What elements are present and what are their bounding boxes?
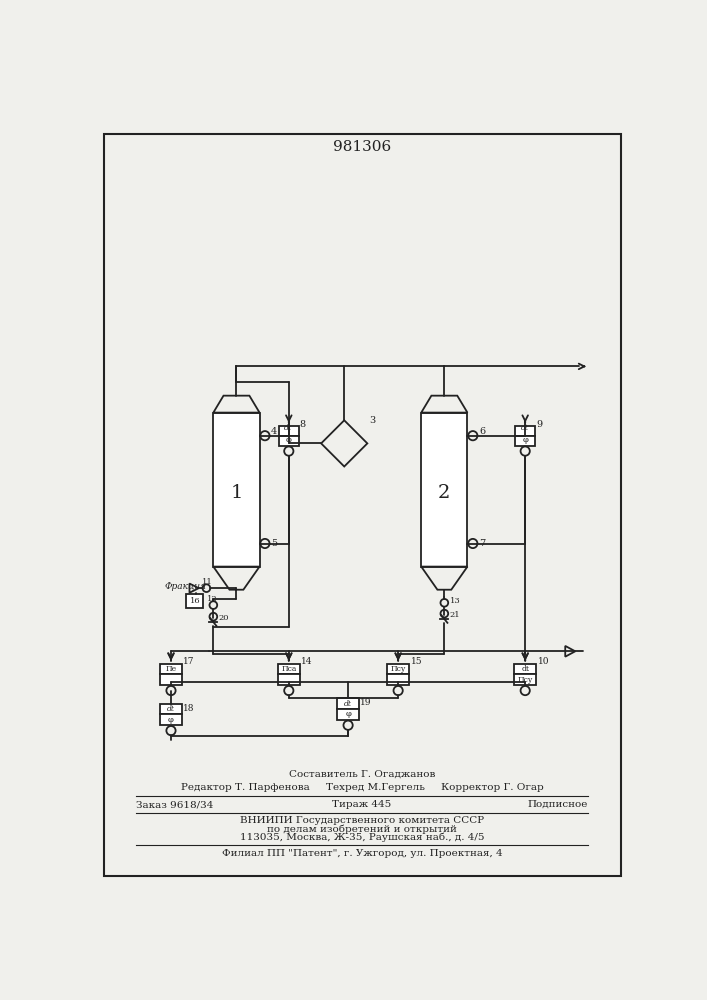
Text: dt: dt	[284, 424, 292, 432]
Text: 21: 21	[450, 611, 460, 619]
Text: 13: 13	[450, 597, 460, 605]
Text: Редактор Т. Парфенова     Техред М.Гергель     Корректор Г. Огар: Редактор Т. Парфенова Техред М.Гергель К…	[180, 783, 543, 792]
Text: Псу: Псу	[518, 676, 533, 684]
Text: 19: 19	[361, 698, 372, 707]
Text: 16: 16	[189, 597, 200, 605]
Bar	[160, 714, 182, 725]
Text: 17: 17	[183, 657, 195, 666]
Text: Тираж 445: Тираж 445	[332, 800, 392, 809]
Text: dt: dt	[520, 424, 528, 432]
Text: 14: 14	[301, 657, 312, 666]
Text: 18: 18	[183, 704, 195, 713]
Bar	[337, 709, 359, 720]
Bar	[515, 436, 535, 446]
Text: 20: 20	[218, 614, 229, 622]
Text: 7: 7	[479, 539, 485, 548]
Text: Составитель Г. Огаджанов: Составитель Г. Огаджанов	[288, 770, 435, 779]
Text: φ: φ	[168, 716, 174, 724]
Bar	[214, 413, 259, 567]
Text: Пе: Пе	[165, 665, 177, 673]
Bar	[387, 664, 409, 674]
Text: 3: 3	[370, 416, 376, 425]
Text: Псу: Псу	[390, 665, 406, 673]
Bar	[515, 674, 536, 685]
Text: 12: 12	[206, 595, 217, 603]
Text: φ: φ	[522, 436, 528, 444]
Text: 10: 10	[537, 657, 549, 666]
Text: Заказ 9618/34: Заказ 9618/34	[136, 800, 214, 809]
Bar	[160, 704, 182, 714]
Text: 113035, Москва, Ж-35, Раушская наб., д. 4/5: 113035, Москва, Ж-35, Раушская наб., д. …	[240, 833, 484, 842]
Text: 5: 5	[271, 539, 277, 548]
Bar	[278, 664, 300, 674]
Bar	[279, 436, 299, 446]
Bar	[387, 674, 409, 685]
Text: φ: φ	[286, 436, 292, 444]
Text: Фракция: Фракция	[165, 582, 207, 591]
Text: 15: 15	[411, 657, 422, 666]
Text: по делам изобретений и открытий: по делам изобретений и открытий	[267, 824, 457, 834]
Text: ВНИИПИ Государственного комитета СССР: ВНИИПИ Государственного комитета СССР	[240, 816, 484, 825]
Text: Пса: Пса	[281, 665, 296, 673]
Bar	[160, 664, 182, 674]
Text: 6: 6	[479, 427, 485, 436]
Bar	[160, 674, 182, 685]
Text: 11: 11	[201, 578, 213, 586]
Text: 8: 8	[300, 420, 305, 429]
Bar	[187, 594, 204, 608]
Text: 9: 9	[536, 420, 542, 429]
Text: 1: 1	[230, 484, 243, 502]
Bar	[515, 664, 536, 674]
Text: 4: 4	[271, 427, 277, 436]
Text: Подписное: Подписное	[528, 800, 588, 809]
Text: dt: dt	[167, 705, 175, 713]
Bar	[337, 698, 359, 709]
Text: 981306: 981306	[333, 140, 391, 154]
Bar	[279, 426, 299, 436]
Bar	[278, 674, 300, 685]
Text: Филиал ПП "Патент", г. Ужгород, ул. Проектная, 4: Филиал ПП "Патент", г. Ужгород, ул. Прое…	[221, 849, 502, 858]
Text: dt: dt	[344, 700, 352, 708]
Text: dt: dt	[521, 665, 530, 673]
Text: φ: φ	[345, 710, 351, 718]
Text: 2: 2	[438, 484, 450, 502]
Bar	[515, 426, 535, 436]
Bar	[421, 413, 467, 567]
